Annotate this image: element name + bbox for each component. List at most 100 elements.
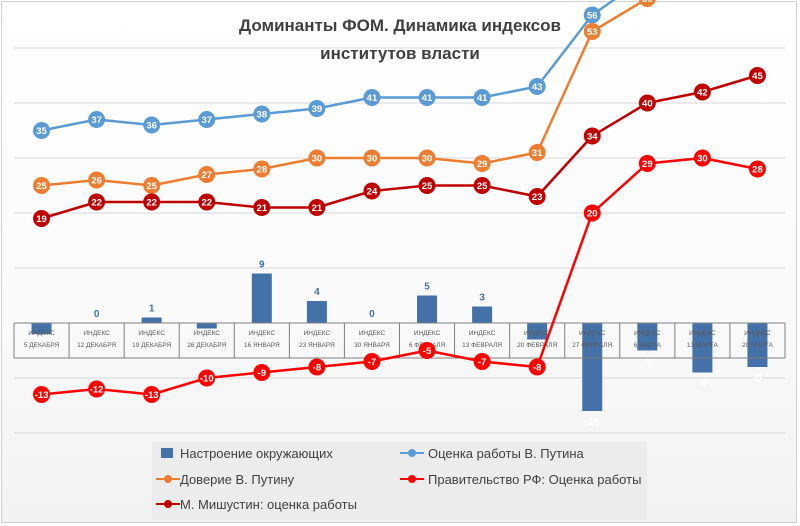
point-data-label: -7 (478, 357, 486, 368)
category-label-line2: 12 ДЕКАБРЯ (77, 342, 116, 349)
legend-symbol-putin-rating (400, 449, 424, 457)
point-data-label: 19 (36, 214, 47, 225)
bar (472, 306, 493, 323)
bar (251, 273, 272, 323)
category-label-line2: 13 ФЕВРАЛЯ (462, 342, 502, 349)
category-label-line2: 27 ФЕВРАЛЯ (572, 342, 612, 349)
point-data-label: 34 (587, 132, 598, 143)
category-label-line1: ИНДЕКС (193, 330, 220, 337)
bar-data-label: -5 (643, 357, 652, 368)
data-point (198, 111, 216, 128)
bar (306, 301, 327, 323)
point-data-label: 37 (91, 115, 102, 126)
category-label-line1: ИНДЕКС (689, 330, 716, 337)
category-label-line2: 30 ЯНВАРЯ (354, 342, 390, 349)
data-point (88, 193, 106, 211)
category-axis: ИНДЕКС 5 ДЕКАБРЯ ИНДЕКС 12 ДЕКАБРЯ ИНДЕКС 19 … (13, 322, 786, 359)
data-point (88, 111, 106, 128)
data-point (528, 78, 546, 95)
data-point (33, 386, 51, 403)
data-point (253, 199, 271, 216)
legend-symbol-government (400, 475, 424, 483)
legend-symbol-bar (161, 448, 173, 458)
data-point (583, 23, 601, 40)
bar-data-label: 4 (314, 287, 320, 298)
data-point (748, 160, 766, 178)
category-label-line2: 6 МАРТА (634, 342, 662, 349)
bar-data-label: 9 (259, 260, 265, 271)
category-label-line2: 20 МАРТА (742, 342, 774, 349)
data-point (473, 177, 491, 194)
data-point (363, 182, 381, 200)
chart-legend: Настроение окружающих Оценка работы В. П… (152, 442, 647, 520)
point-data-label: 27 (201, 170, 212, 181)
data-point (363, 353, 381, 370)
data-point (308, 199, 326, 216)
category-label-line1: ИНДЕКС (744, 330, 771, 337)
data-point (143, 116, 161, 134)
bar (141, 317, 162, 323)
data-point (528, 188, 546, 205)
data-point (528, 358, 546, 376)
category-label-line1: ИНДЕКС (304, 330, 331, 337)
point-data-label: 25 (477, 181, 488, 192)
series-line (41, 156, 758, 396)
bar (31, 323, 52, 334)
category-label-line2: 13 МАРТА (687, 342, 719, 349)
data-point (583, 204, 601, 222)
point-data-label: 21 (257, 203, 268, 214)
bar (747, 323, 768, 367)
category-label-line1: ИНДЕКС (249, 330, 276, 337)
bar (417, 295, 438, 323)
data-point (253, 160, 271, 178)
bar-data-label: -3 (533, 346, 542, 357)
bar-data-label: 5 (424, 282, 430, 293)
category-label-line1: ИНДЕКС (138, 330, 165, 337)
legend-symbol-putin-trust (156, 475, 180, 483)
point-data-label: 28 (752, 165, 763, 176)
data-point (638, 155, 656, 172)
category-label-line1: ИНДЕКС (579, 330, 606, 337)
data-point (583, 6, 601, 24)
data-point (418, 177, 436, 194)
point-data-label: 45 (752, 71, 763, 82)
data-point (88, 380, 106, 398)
line-series: 3537363738394141414356636268252625272830… (33, 0, 766, 403)
data-point (308, 100, 326, 117)
data-point (33, 122, 51, 139)
chart-title-line1: Доминанты ФОМ. Динамика индексов (239, 16, 561, 35)
category-label-line2: 19 ДЕКАБРЯ (132, 342, 171, 349)
data-point (143, 386, 161, 403)
data-point (748, 67, 766, 84)
series-line (41, 0, 648, 187)
bar-data-label: -1 (202, 335, 211, 346)
point-data-label: 22 (146, 198, 157, 209)
point-data-label: 36 (146, 121, 157, 132)
point-data-label: -9 (258, 368, 266, 379)
data-point (143, 177, 161, 194)
point-data-label: 30 (422, 154, 433, 165)
chart-title: Доминанты ФОМ. Динамика индексов институ… (0, 12, 800, 68)
category-label-line2: 5 ДЕКАБРЯ (24, 342, 60, 349)
category-label-line1: ИНДЕКС (359, 330, 386, 337)
point-data-label: 26 (91, 176, 102, 187)
point-data-label: 30 (367, 154, 378, 165)
data-point (418, 149, 436, 167)
legend-label-putin-rating: Оценка работы В. Путина (428, 446, 584, 461)
category-label-line1: ИНДЕКС (469, 330, 496, 337)
data-point (473, 155, 491, 172)
data-point (198, 193, 216, 211)
bar-data-label: -2 (37, 340, 46, 351)
point-data-label: 43 (532, 82, 543, 93)
point-data-label: -8 (533, 363, 541, 374)
bar (527, 323, 548, 340)
category-label-line2: 26 ДЕКАБРЯ (187, 342, 226, 349)
data-point (473, 353, 491, 370)
data-point (198, 166, 216, 183)
point-data-label: -10 (200, 374, 214, 385)
point-data-label: 20 (587, 209, 598, 220)
series-line (41, 74, 758, 220)
